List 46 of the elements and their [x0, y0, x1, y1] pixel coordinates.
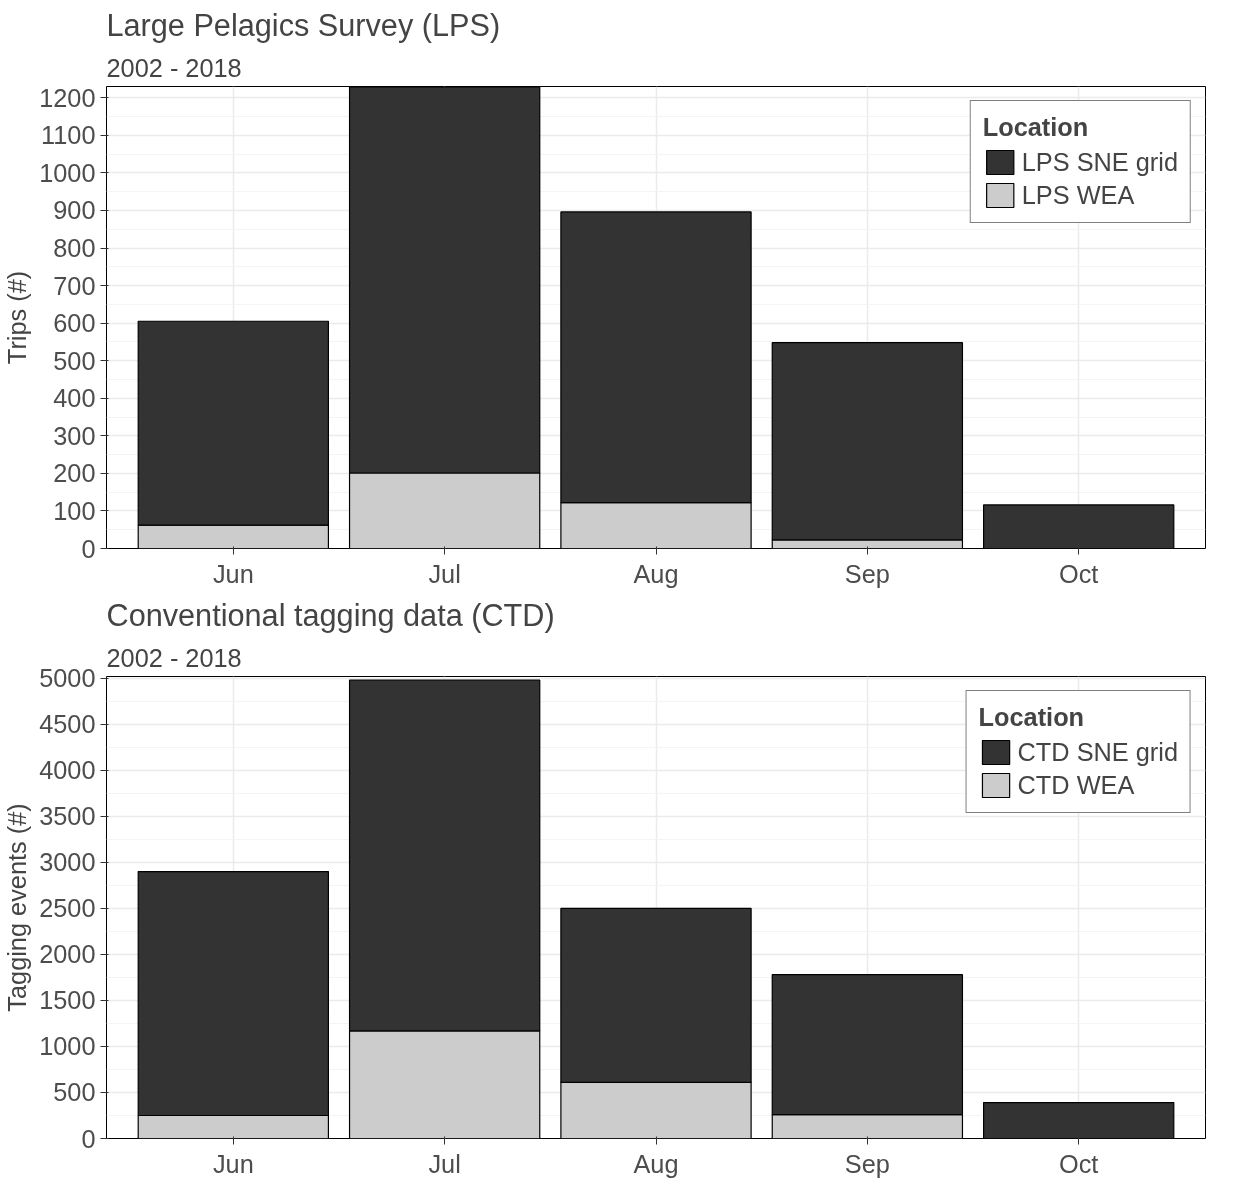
legend-label: CTD SNE grid — [1017, 737, 1178, 767]
x-tick-label: Oct — [1058, 559, 1099, 588]
y-tick-label: 1500 — [39, 986, 96, 1015]
x-tick-label: Sep — [844, 1149, 890, 1178]
y-tick-label: 4000 — [39, 756, 96, 785]
y-tick-label: 500 — [53, 1078, 96, 1107]
y-tick-label: 2500 — [39, 894, 96, 923]
y-tick-label: 0 — [81, 1124, 96, 1153]
x-tick-label: Aug — [633, 559, 679, 588]
x-tick-label: Aug — [633, 1149, 679, 1178]
y-tick-label: 800 — [53, 234, 96, 263]
x-tick-label: Jun — [212, 559, 254, 588]
y-tick-label: 1200 — [39, 83, 96, 112]
chart-title: Conventional tagging data (CTD) — [106, 597, 555, 633]
y-tick-label: 1100 — [41, 121, 96, 150]
y-tick-label: 2000 — [39, 940, 96, 969]
y-tick-label: 400 — [53, 384, 96, 413]
legend-label: LPS SNE grid — [1021, 147, 1178, 177]
legend-label: LPS WEA — [1021, 180, 1135, 210]
legend-label: CTD WEA — [1017, 770, 1135, 800]
y-tick-label: 3000 — [39, 848, 96, 877]
legend-title: Location — [982, 113, 1090, 142]
y-axis-title: Tagging events (#) — [3, 803, 32, 1012]
y-tick-label: 5000 — [39, 664, 96, 693]
y-tick-label: 4500 — [39, 710, 96, 739]
y-tick-label: 0 — [81, 534, 96, 563]
y-tick-label: 100 — [53, 496, 96, 525]
y-tick-label: 300 — [53, 421, 96, 450]
y-tick-label: 700 — [53, 271, 96, 300]
x-tick-label: Jul — [428, 559, 461, 588]
chart-subtitle: 2002 - 2018 — [106, 643, 242, 672]
y-axis-title: Trips (#) — [3, 270, 32, 365]
x-tick-label: Jun — [212, 1149, 254, 1178]
x-tick-label: Sep — [844, 559, 890, 588]
chart-subtitle: 2002 - 2018 — [106, 53, 242, 82]
y-tick-label: 900 — [53, 196, 96, 225]
y-tick-label: 1000 — [39, 158, 96, 187]
y-tick-label: 3500 — [39, 802, 96, 831]
chart-title: Large Pelagics Survey (LPS) — [106, 7, 501, 43]
legend-title: Location — [978, 703, 1086, 732]
y-tick-label: 600 — [53, 309, 96, 338]
y-tick-label: 1000 — [39, 1032, 96, 1061]
y-tick-label: 200 — [53, 459, 96, 488]
x-tick-label: Oct — [1058, 1149, 1099, 1178]
x-tick-label: Jul — [428, 1149, 461, 1178]
y-tick-label: 500 — [53, 346, 96, 375]
